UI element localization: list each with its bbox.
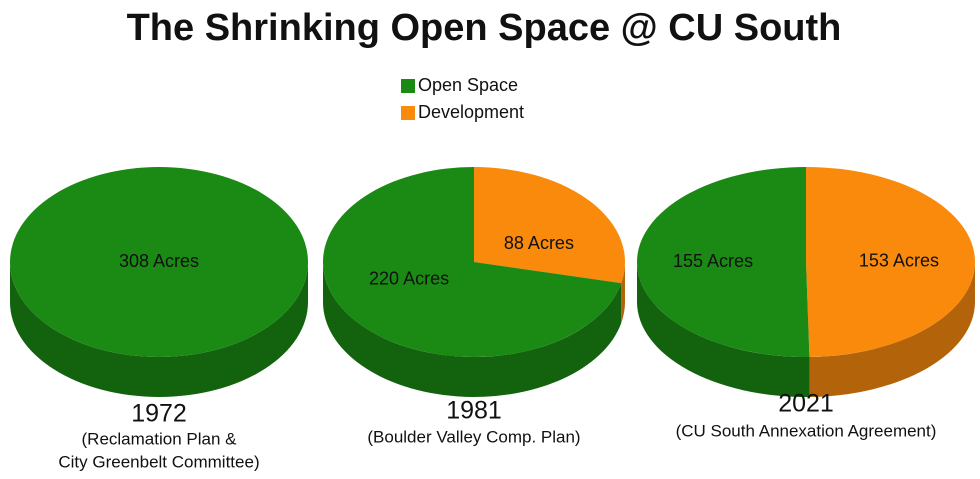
pie-slice: [474, 167, 626, 284]
pie-slice: [10, 167, 308, 357]
pie-side: [323, 262, 622, 398]
pie-subtitle: (Boulder Valley Comp. Plan): [367, 427, 580, 446]
pie-subtitle: (Reclamation Plan &: [82, 429, 238, 448]
data-label: 153 Acres: [859, 250, 939, 270]
legend-label: Development: [418, 102, 524, 122]
pie-subtitle: (CU South Annexation Agreement): [676, 421, 937, 440]
pie-title: 2021: [778, 390, 834, 418]
data-label: 155 Acres: [673, 251, 753, 271]
data-label: 88 Acres: [504, 233, 574, 253]
legend-label: Open Space: [418, 75, 518, 95]
pie-title: 1972: [131, 400, 187, 428]
pie-side: [621, 262, 625, 324]
pie-slice: [806, 167, 976, 357]
data-label: 220 Acres: [369, 269, 449, 289]
pie-side: [637, 262, 810, 397]
data-label: 308 Acres: [119, 251, 199, 271]
pie-subtitle: City Greenbelt Committee): [58, 452, 259, 471]
chart-title: The Shrinking Open Space @ CU South: [127, 7, 842, 49]
legend-swatch: [401, 106, 415, 120]
pie-side: [809, 262, 975, 397]
pie-slice: [323, 167, 622, 358]
pie-side: [10, 262, 308, 397]
pie-slice: [637, 167, 810, 357]
pie-title: 1981: [446, 397, 502, 425]
legend-swatch: [401, 79, 415, 93]
